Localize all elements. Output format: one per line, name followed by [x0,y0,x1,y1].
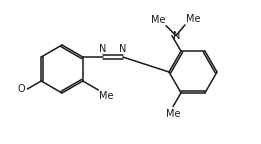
Text: Me: Me [99,91,114,101]
Text: N: N [99,44,106,54]
Text: Me: Me [186,14,200,24]
Text: O: O [18,84,25,94]
Text: Me: Me [166,109,180,119]
Text: Me: Me [151,15,165,25]
Text: N: N [173,31,180,41]
Text: N: N [119,44,127,54]
